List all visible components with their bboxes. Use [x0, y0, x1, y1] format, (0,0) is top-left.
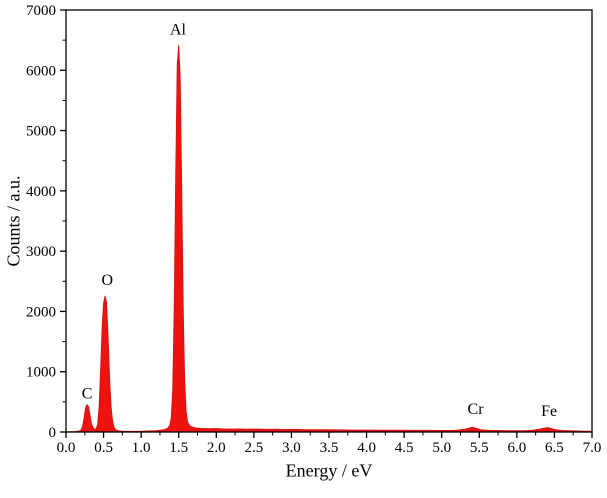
y-axis-ticks	[60, 9, 66, 433]
spectrum-curve	[65, 44, 593, 433]
peak-label-fe: Fe	[541, 403, 557, 420]
y-tick-label: 5000	[26, 124, 56, 140]
y-tick-label: 2000	[26, 304, 56, 320]
x-tick-label: 2.5	[244, 440, 263, 456]
x-tick-label: 4.0	[357, 440, 376, 456]
peak-label-cr: Cr	[468, 401, 485, 418]
x-axis-title: Energy / eV	[285, 460, 373, 481]
x-tick-label: 4.5	[395, 440, 414, 456]
x-tick-label: 5.0	[432, 440, 451, 456]
peak-label-c: C	[82, 385, 93, 402]
x-axis-ticks	[65, 432, 593, 438]
x-tick-label: 0.5	[94, 440, 113, 456]
x-tick-label: 2.0	[207, 440, 226, 456]
y-axis-tick-labels: 0 1000 2000 3000 4000 5000 6000 7000	[26, 3, 56, 441]
x-tick-label: 6.0	[507, 440, 526, 456]
peak-label-o: O	[102, 272, 114, 289]
x-tick-label: 7.0	[583, 440, 602, 456]
peak-labels: C O Al Cr Fe	[82, 21, 557, 420]
x-tick-label: 6.5	[545, 440, 564, 456]
y-tick-label: 1000	[26, 365, 56, 381]
y-axis-title: Counts / a.u.	[3, 175, 24, 267]
x-tick-label: 0.0	[57, 440, 76, 456]
x-tick-label: 1.0	[132, 440, 151, 456]
x-tick-label: 3.0	[282, 440, 301, 456]
x-tick-label: 5.5	[470, 440, 489, 456]
plot-frame	[65, 9, 593, 433]
y-tick-label: 7000	[26, 3, 56, 19]
x-tick-label: 1.5	[169, 440, 188, 456]
y-tick-label: 3000	[26, 244, 56, 260]
y-tick-label: 4000	[26, 184, 56, 200]
peak-label-al: Al	[170, 21, 187, 38]
x-tick-label: 3.5	[320, 440, 339, 456]
y-tick-label: 0	[49, 425, 57, 441]
x-axis-tick-labels: 0.0 0.5 1.0 1.5 2.0 2.5 3.0 3.5 4.0 4.5 5.0 5.5 6.0 6…	[57, 440, 602, 456]
y-tick-label: 6000	[26, 63, 56, 79]
